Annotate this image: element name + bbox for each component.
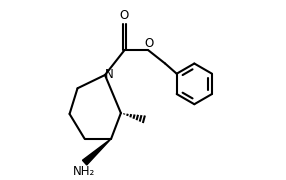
- Text: O: O: [120, 9, 129, 22]
- Text: N: N: [105, 68, 114, 81]
- Text: NH₂: NH₂: [73, 165, 95, 178]
- Text: O: O: [144, 37, 154, 50]
- Polygon shape: [82, 139, 111, 165]
